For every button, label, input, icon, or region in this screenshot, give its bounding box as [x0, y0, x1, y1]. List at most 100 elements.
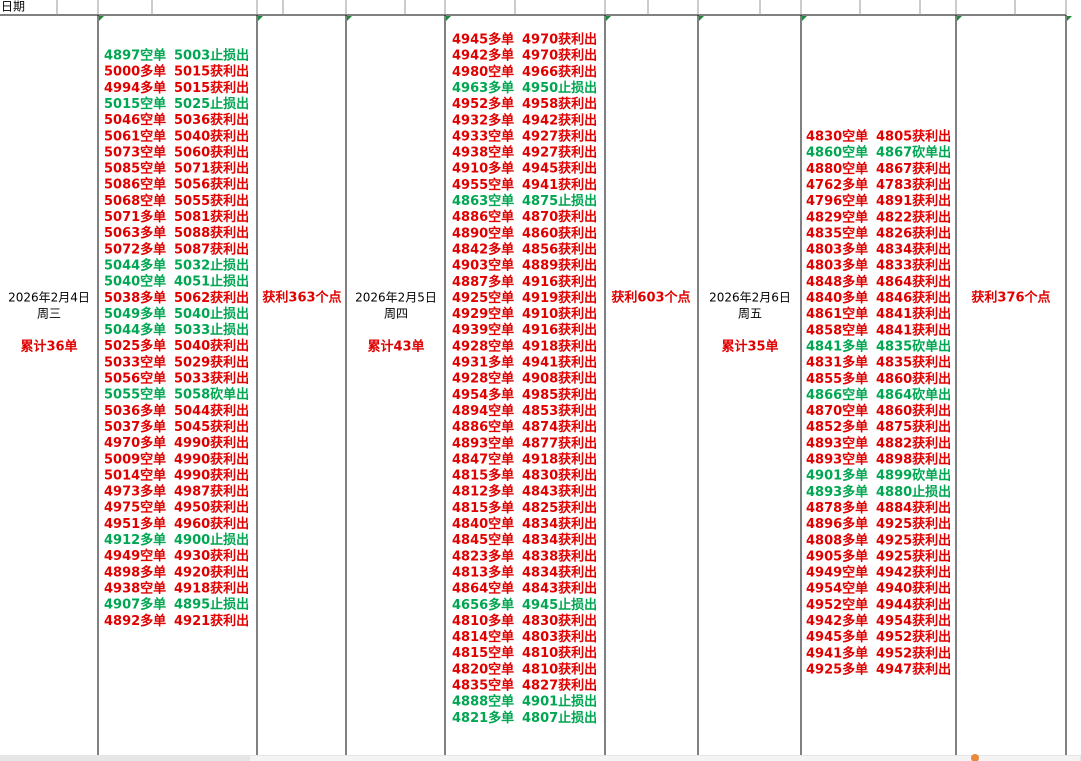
trade-close: 4900止损出 [174, 532, 249, 548]
trade-close: 5081获利出 [174, 209, 249, 225]
trade-open: 4938空单 [452, 145, 514, 161]
trade-close: 4843获利出 [522, 484, 597, 500]
trade-close: 4950止损出 [522, 80, 597, 96]
trade-close: 4985获利出 [522, 387, 597, 403]
trade-open: 5055空单 [104, 387, 166, 403]
trade-open: 4903空单 [452, 258, 514, 274]
weekday: 周五 [738, 307, 762, 321]
trade-open: 4845空单 [452, 532, 514, 548]
trade-open: 4823多单 [452, 548, 514, 564]
total-count: 累计35单 [721, 339, 778, 355]
trade-open: 4848多单 [806, 274, 868, 290]
trade-open: 5056空单 [104, 371, 166, 387]
trade-close: 4954获利出 [876, 613, 951, 629]
trade-open: 4933空单 [452, 128, 514, 144]
trade-close: 4877获利出 [522, 435, 597, 451]
trade-open: 4840多单 [806, 290, 868, 306]
trade-close: 5055获利出 [174, 193, 249, 209]
trade-open: 4820空单 [452, 661, 514, 677]
trade-close: 4895止损出 [174, 597, 249, 613]
trade-close: 4927获利出 [522, 145, 597, 161]
trade-close: 5044获利出 [174, 403, 249, 419]
trade-close: 4830获利出 [522, 613, 597, 629]
cell-marker [258, 16, 263, 21]
trade-close: 4908获利出 [522, 371, 597, 387]
cell-marker [606, 16, 611, 21]
profit-points: 获利376个点 [971, 290, 1050, 306]
trade-close: 4950获利出 [174, 500, 249, 516]
trade-close: 5045获利出 [174, 419, 249, 435]
trade-close: 4891获利出 [876, 193, 951, 209]
trade-close: 4830获利出 [522, 468, 597, 484]
trade-open: 4840空单 [452, 516, 514, 532]
trade-open: 4886空单 [452, 209, 514, 225]
trade-close: 4807止损出 [522, 710, 597, 726]
trade-open: 4954空单 [806, 581, 868, 597]
trade-close: 4834获利出 [876, 242, 951, 258]
trade-close: 5029获利出 [174, 354, 249, 370]
trade-open: 4910多单 [452, 161, 514, 177]
trade-open: 4808多单 [806, 532, 868, 548]
trade-close: 4051止损出 [174, 274, 249, 290]
trade-close: 4925获利出 [876, 548, 951, 564]
trade-open: 5072多单 [104, 241, 166, 257]
cell-marker [802, 16, 807, 21]
trade-close: 4898获利出 [876, 452, 951, 468]
trade-open: 4814空单 [452, 629, 514, 645]
trade-close: 4860获利出 [876, 403, 951, 419]
weekday: 周四 [384, 307, 408, 321]
trade-close: 4916获利出 [522, 322, 597, 338]
trade-close: 5015获利出 [174, 64, 249, 80]
trade-open: 4897空单 [104, 48, 166, 64]
trade-open: 4939空单 [452, 322, 514, 338]
trade-open: 5049多单 [104, 306, 166, 322]
trade-close: 4960获利出 [174, 516, 249, 532]
trade-open: 4855多单 [806, 371, 868, 387]
trade-close: 4827获利出 [522, 678, 597, 694]
trade-open: 4955空单 [452, 177, 514, 193]
trade-close: 5056获利出 [174, 177, 249, 193]
trade-open: 4813多单 [452, 564, 514, 580]
trade-open: 4893空单 [806, 452, 868, 468]
trade-close: 4942获利出 [522, 112, 597, 128]
trade-close: 4867砍单出 [876, 145, 951, 161]
trade-open: 4861空单 [806, 306, 868, 322]
trade-close: 5062获利出 [174, 290, 249, 306]
trade-close: 5058砍单出 [174, 387, 249, 403]
trade-close: 4942获利出 [876, 565, 951, 581]
trade-close: 4838获利出 [522, 548, 597, 564]
trade-open: 5040空单 [104, 274, 166, 290]
trade-open: 4892多单 [104, 613, 166, 629]
trade-close: 4918获利出 [522, 338, 597, 354]
trade-close: 4867获利出 [876, 161, 951, 177]
trade-close: 5040止损出 [174, 306, 249, 322]
trade-open: 5063多单 [104, 225, 166, 241]
trade-open: 4893空单 [806, 435, 868, 451]
trade-open: 4942多单 [806, 613, 868, 629]
trade-open: 5036多单 [104, 403, 166, 419]
trade-open: 4815多单 [452, 468, 514, 484]
header-date: 日期 [1, 0, 25, 14]
trade-open: 5046空单 [104, 112, 166, 128]
trade-open: 4952多单 [452, 96, 514, 112]
trade-close: 4990获利出 [174, 467, 249, 483]
trade-close: 4889获利出 [522, 258, 597, 274]
trade-close: 5032止损出 [174, 257, 249, 273]
trade-open: 4888空单 [452, 694, 514, 710]
trade-close: 4940获利出 [876, 581, 951, 597]
trade-close: 4941获利出 [522, 355, 597, 371]
trade-open: 4821多单 [452, 710, 514, 726]
trade-close: 4834获利出 [522, 516, 597, 532]
trade-open: 5038多单 [104, 290, 166, 306]
trade-open: 4796空单 [806, 193, 868, 209]
trade-close: 4990获利出 [174, 435, 249, 451]
trade-close: 4899砍单出 [876, 468, 951, 484]
trade-close: 4875获利出 [876, 419, 951, 435]
trade-open: 5009空单 [104, 451, 166, 467]
trade-close: 4841获利出 [876, 306, 951, 322]
trade-close: 5040获利出 [174, 128, 249, 144]
trade-open: 4994多单 [104, 80, 166, 96]
trade-close: 4864砍单出 [876, 387, 951, 403]
trade-open: 5000多单 [104, 64, 166, 80]
